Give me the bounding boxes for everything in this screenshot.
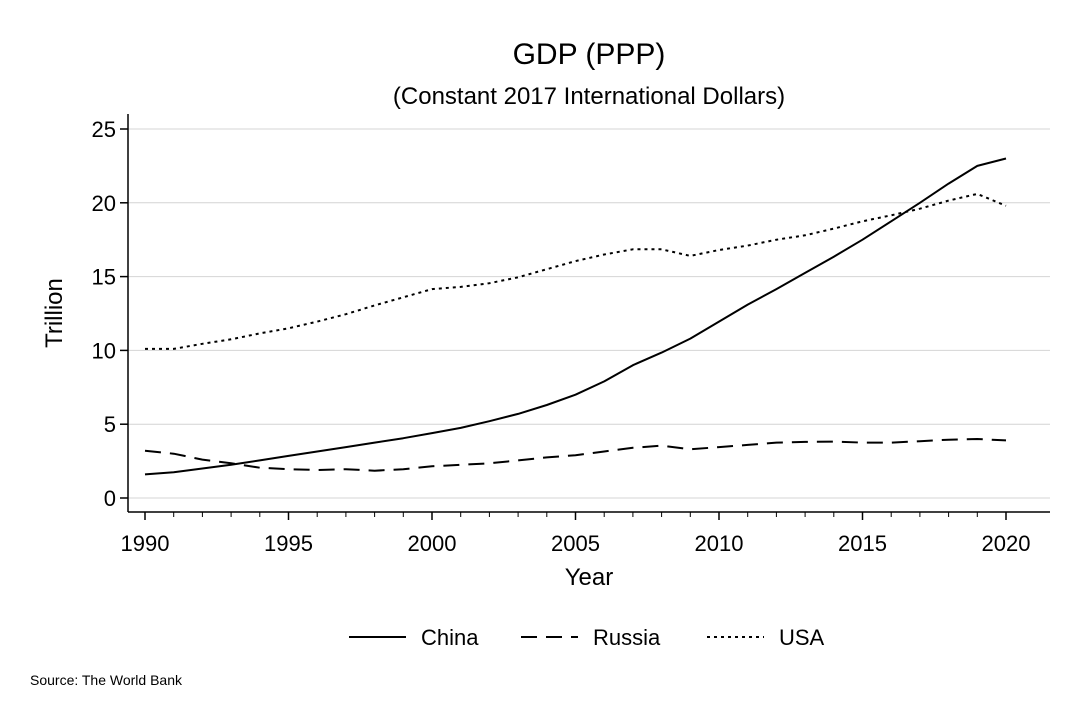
source-note: Source: The World Bank	[30, 672, 183, 688]
y-tick-label: 20	[92, 191, 116, 216]
legend-label-usa: USA	[779, 625, 825, 650]
chart-subtitle: (Constant 2017 International Dollars)	[393, 83, 785, 110]
series-lines	[144, 157, 1007, 476]
tick-labels: 0 5 10 15 20 25 1990 1995 2000 2005 2010 2015 2020	[92, 117, 1031, 556]
legend-label-china: China	[421, 625, 479, 650]
x-tick-label: 1990	[121, 531, 170, 556]
series-line-china	[144, 157, 1007, 476]
axes	[120, 114, 1050, 520]
x-tick-label: 2020	[982, 531, 1031, 556]
legend-label-russia: Russia	[593, 625, 661, 650]
y-axis-title: Trillion	[41, 278, 68, 348]
y-tick-label: 10	[92, 338, 116, 363]
chart-title: GDP (PPP)	[513, 38, 666, 71]
x-tick-label: 2015	[838, 531, 887, 556]
x-axis-title: Year	[565, 564, 614, 591]
y-tick-label: 0	[104, 486, 116, 511]
legend: China Russia USA	[349, 625, 825, 650]
grid-lines	[128, 128, 1050, 499]
x-tick-label: 2000	[408, 531, 457, 556]
series-line-usa	[145, 192, 1007, 350]
x-tick-label: 2005	[551, 531, 600, 556]
x-tick-label: 2010	[695, 531, 744, 556]
series-line-russia	[144, 438, 1007, 472]
y-tick-label: 5	[104, 412, 116, 437]
y-tick-label: 15	[92, 265, 116, 290]
x-tick-label: 1995	[264, 531, 313, 556]
y-tick-label: 25	[92, 117, 116, 142]
